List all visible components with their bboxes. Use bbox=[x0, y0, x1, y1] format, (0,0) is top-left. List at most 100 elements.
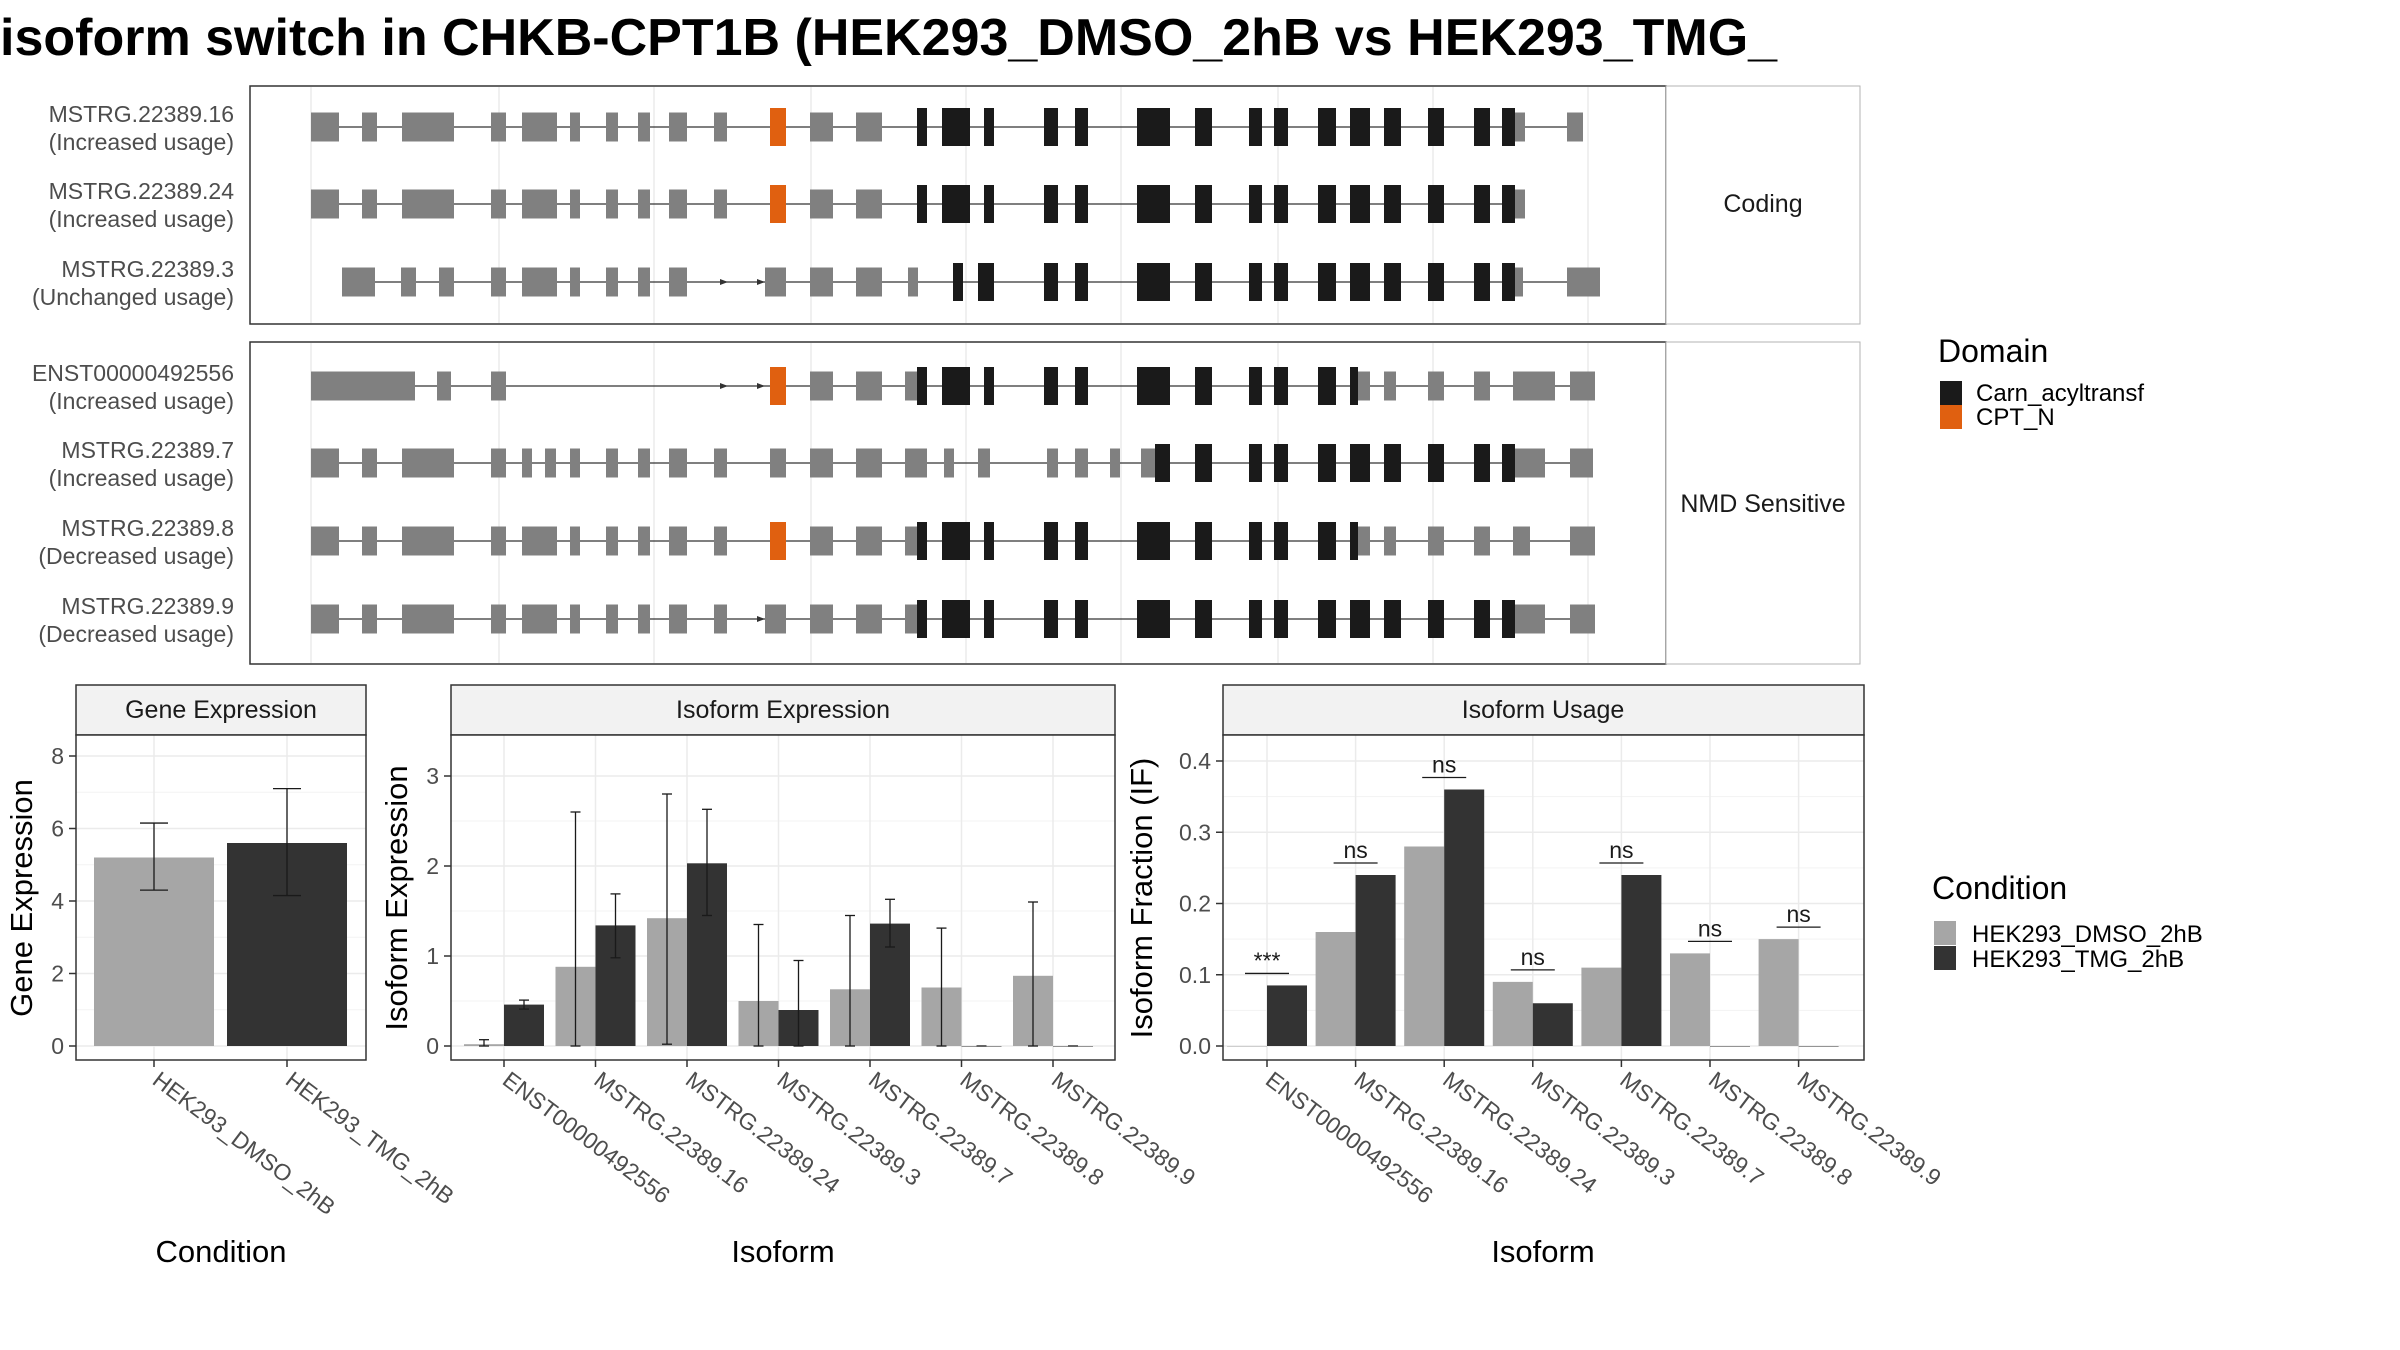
exon-domain-carn-acyltransf bbox=[1428, 185, 1444, 223]
exon-domain-carn-acyltransf bbox=[1155, 444, 1170, 482]
transcript-label: ENST00000492556 (Increased usage) bbox=[32, 360, 234, 414]
significance-label: ns bbox=[1521, 944, 1545, 970]
exon-domain-carn-acyltransf bbox=[984, 367, 994, 405]
y-tick-label: 4 bbox=[51, 888, 64, 914]
exon bbox=[1515, 267, 1523, 297]
y-tick-label: 8 bbox=[51, 743, 64, 769]
exon-domain-carn-acyltransf bbox=[917, 108, 927, 146]
exon bbox=[638, 448, 650, 478]
transcript-usage-status: (Increased usage) bbox=[49, 465, 234, 491]
exon-domain-carn-acyltransf bbox=[917, 522, 927, 560]
exon-domain-carn-acyltransf bbox=[1428, 108, 1444, 146]
exon-domain-carn-acyltransf bbox=[1249, 600, 1262, 638]
x-tick-label: MSTRG.22389.24 bbox=[1438, 1066, 1602, 1198]
exon bbox=[401, 267, 416, 297]
transcript-usage-status: (Decreased usage) bbox=[38, 621, 234, 647]
exon bbox=[669, 112, 687, 142]
exon bbox=[362, 526, 377, 556]
exon bbox=[714, 112, 727, 142]
x-tick-label: MSTRG.22389.16 bbox=[1350, 1066, 1514, 1198]
exon-domain-carn-acyltransf bbox=[1044, 367, 1058, 405]
exon bbox=[362, 448, 377, 478]
y-tick-label: 0.1 bbox=[1179, 962, 1211, 988]
transcript-track bbox=[311, 522, 1595, 560]
exon-domain-carn-acyltransf bbox=[917, 600, 927, 638]
transcript-usage-status: (Decreased usage) bbox=[38, 543, 234, 569]
exon-domain-cpt-n bbox=[770, 367, 786, 405]
exon-domain-carn-acyltransf bbox=[942, 522, 970, 560]
transcript-label: MSTRG.22389.24 (Increased usage) bbox=[49, 178, 235, 232]
exon-domain-carn-acyltransf bbox=[1137, 185, 1170, 223]
significance-label: ns bbox=[1698, 915, 1722, 941]
exon-domain-carn-acyltransf bbox=[1384, 444, 1401, 482]
exon-domain-carn-acyltransf bbox=[1350, 522, 1358, 560]
exon bbox=[669, 448, 687, 478]
exon bbox=[402, 189, 454, 219]
exon-domain-carn-acyltransf bbox=[1137, 600, 1170, 638]
y-tick-label: 2 bbox=[51, 961, 64, 987]
y-tick-label: 0.3 bbox=[1179, 819, 1211, 845]
bar bbox=[504, 1004, 544, 1046]
exon bbox=[1047, 448, 1058, 478]
bar bbox=[1758, 939, 1799, 1046]
exon bbox=[606, 448, 618, 478]
exon bbox=[874, 604, 882, 634]
exon bbox=[606, 112, 618, 142]
significance-label: *** bbox=[1254, 947, 1281, 973]
exon bbox=[714, 189, 727, 219]
exon-domain-carn-acyltransf bbox=[1318, 185, 1336, 223]
exon-domain-carn-acyltransf bbox=[1274, 108, 1288, 146]
legend-label-carn-acyltransf: Carn_acyltransf bbox=[1976, 380, 2144, 407]
exon bbox=[570, 604, 580, 634]
exon bbox=[1567, 112, 1583, 142]
exon-domain-carn-acyltransf bbox=[1350, 263, 1370, 301]
domain-legend: Domain Carn_acyltransf CPT_N bbox=[1938, 333, 2144, 431]
exon bbox=[311, 604, 339, 634]
y-tick-label: 0 bbox=[426, 1033, 439, 1059]
exon bbox=[1384, 526, 1396, 556]
legend-label-dmso: HEK293_DMSO_2hB bbox=[1972, 921, 2203, 948]
exon bbox=[638, 189, 650, 219]
exon bbox=[1358, 526, 1370, 556]
exon bbox=[770, 448, 786, 478]
strand-arrow-icon bbox=[720, 383, 728, 389]
exon bbox=[311, 448, 339, 478]
exon bbox=[856, 526, 882, 556]
facet-label-nmd-sensitive: NMD Sensitive bbox=[1680, 490, 1845, 518]
y-tick-label: 3 bbox=[426, 763, 439, 789]
exon-domain-carn-acyltransf bbox=[1274, 367, 1288, 405]
exon-domain-carn-acyltransf bbox=[1502, 600, 1515, 638]
exon bbox=[1428, 526, 1444, 556]
exon bbox=[1141, 448, 1155, 478]
exon bbox=[1515, 189, 1525, 219]
transcript-name: MSTRG.22389.8 bbox=[61, 515, 234, 541]
exon bbox=[311, 526, 339, 556]
strand-arrow-icon bbox=[720, 279, 728, 285]
exon bbox=[1075, 448, 1088, 478]
transcript-name: MSTRG.22389.16 bbox=[49, 101, 234, 127]
exon bbox=[638, 604, 650, 634]
bar bbox=[1581, 967, 1622, 1046]
exon-domain-carn-acyltransf bbox=[1384, 263, 1401, 301]
exon bbox=[402, 604, 454, 634]
gene-expression-title: Gene Expression bbox=[125, 696, 317, 724]
exon-domain-carn-acyltransf bbox=[1474, 444, 1490, 482]
x-tick-label: ENST00000492556 bbox=[498, 1066, 675, 1208]
exon bbox=[1570, 604, 1595, 634]
exon-domain-cpt-n bbox=[770, 185, 786, 223]
exon bbox=[491, 448, 506, 478]
transcript-track bbox=[311, 108, 1583, 146]
bar bbox=[1621, 875, 1662, 1046]
legend-label-tmg: HEK293_TMG_2hB bbox=[1972, 946, 2184, 973]
facet-label-coding: Coding bbox=[1723, 190, 1802, 218]
exon bbox=[905, 604, 917, 634]
exon bbox=[638, 267, 650, 297]
transcript-usage-status: (Unchanged usage) bbox=[32, 284, 234, 310]
exon-domain-carn-acyltransf bbox=[1195, 108, 1212, 146]
bar bbox=[1710, 1046, 1750, 1047]
strand-arrow-icon bbox=[757, 616, 765, 622]
exon-domain-carn-acyltransf bbox=[1350, 367, 1358, 405]
exon bbox=[905, 526, 917, 556]
exon-domain-carn-acyltransf bbox=[1075, 263, 1088, 301]
facet-nmd-sensitive: NMD Sensitive ENST00000492556 (Increased… bbox=[32, 341, 1861, 665]
